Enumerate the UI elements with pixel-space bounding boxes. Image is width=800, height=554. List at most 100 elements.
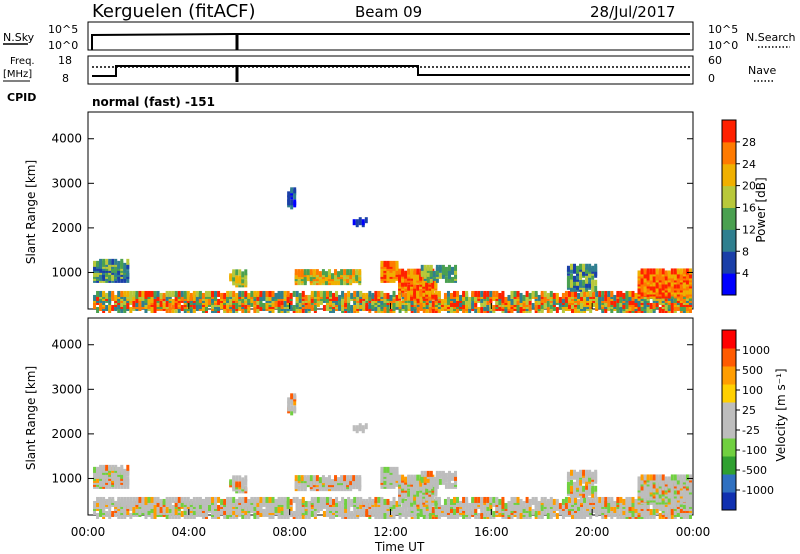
data-cell xyxy=(321,475,325,482)
data-cell xyxy=(192,294,196,301)
data-cell xyxy=(685,272,689,279)
data-cell xyxy=(477,290,481,297)
data-cell xyxy=(673,282,677,289)
data-cell xyxy=(238,304,242,311)
data-cell xyxy=(277,300,281,307)
data-cell xyxy=(132,300,136,307)
data-cell xyxy=(446,502,450,509)
data-cell xyxy=(331,273,335,280)
data-cell xyxy=(546,306,550,313)
data-cell xyxy=(168,496,172,503)
data-cell xyxy=(598,508,602,515)
data-cell xyxy=(93,500,97,507)
data-cell xyxy=(462,306,466,313)
data-cell xyxy=(416,478,420,485)
data-cell xyxy=(435,470,439,477)
data-cell xyxy=(99,464,103,471)
data-cell xyxy=(108,480,112,487)
data-cell xyxy=(646,492,650,499)
data-cell xyxy=(522,300,526,307)
data-cell xyxy=(451,472,454,479)
data-cell xyxy=(392,302,396,309)
data-cell xyxy=(337,477,341,484)
data-cell xyxy=(423,268,427,275)
data-cell xyxy=(353,304,357,311)
data-cell xyxy=(315,475,319,482)
data-cell xyxy=(189,498,193,505)
data-cell xyxy=(552,304,556,311)
data-cell xyxy=(303,277,307,284)
data-cell xyxy=(198,508,202,515)
data-cell xyxy=(174,500,178,507)
data-cell xyxy=(416,474,420,481)
data-cell xyxy=(492,510,496,517)
data-cell xyxy=(150,512,154,519)
data-cell xyxy=(419,288,423,295)
data-cell xyxy=(673,268,677,275)
data-cell xyxy=(522,506,526,513)
data-cell xyxy=(604,500,608,507)
y-tick-label: 2000 xyxy=(51,221,82,235)
data-cell xyxy=(153,302,157,309)
data-cell xyxy=(552,498,556,505)
data-cell xyxy=(371,298,375,305)
data-cell xyxy=(316,290,320,297)
data-cell xyxy=(371,498,375,505)
data-cell xyxy=(192,290,196,297)
data-cell xyxy=(582,285,586,292)
data-cell xyxy=(682,304,686,311)
data-cell xyxy=(343,279,347,286)
data-cell xyxy=(352,425,356,432)
data-cell xyxy=(389,504,393,511)
data-cell xyxy=(583,506,587,513)
data-cell xyxy=(570,512,574,519)
data-cell xyxy=(383,466,387,473)
data-cell xyxy=(232,302,236,309)
data-cell xyxy=(588,469,592,476)
data-cell xyxy=(434,500,438,507)
data-cell xyxy=(566,265,570,272)
data-cell xyxy=(306,269,310,276)
data-cell xyxy=(300,269,304,276)
data-cell xyxy=(451,482,454,489)
data-cell xyxy=(637,506,641,513)
data-cell xyxy=(338,298,342,305)
data-cell xyxy=(474,290,478,297)
data-cell xyxy=(577,292,581,299)
data-cell xyxy=(355,425,359,432)
data-cell xyxy=(298,296,302,303)
data-cell xyxy=(123,500,127,507)
data-cell xyxy=(643,474,647,481)
data-cell xyxy=(120,464,124,471)
data-cell xyxy=(459,506,463,513)
data-cell xyxy=(198,290,202,297)
data-cell xyxy=(298,306,302,313)
data-cell xyxy=(474,300,478,307)
data-cell xyxy=(344,506,348,513)
data-cell xyxy=(204,304,208,311)
data-cell xyxy=(569,473,573,480)
data-cell xyxy=(589,300,593,307)
data-cell xyxy=(359,290,363,297)
data-cell xyxy=(144,296,148,303)
data-cell xyxy=(649,272,653,279)
data-cell xyxy=(585,267,589,274)
data-cell xyxy=(688,268,692,275)
data-cell xyxy=(480,512,484,519)
colorbar-tick-label: 12 xyxy=(742,223,756,236)
data-cell xyxy=(344,498,348,505)
data-cell xyxy=(595,496,599,503)
data-cell xyxy=(640,510,644,517)
velocity-ylabel: Slant Range [km] xyxy=(24,366,38,470)
data-cell xyxy=(398,272,402,279)
data-cell xyxy=(341,298,345,305)
data-cell xyxy=(108,290,112,297)
data-cell xyxy=(428,506,432,513)
data-cell xyxy=(468,302,472,309)
data-cell xyxy=(585,277,589,284)
data-cell xyxy=(640,474,644,481)
data-cell xyxy=(318,477,322,484)
nave-label: Nave xyxy=(748,64,776,77)
data-cell xyxy=(673,502,677,509)
data-cell xyxy=(268,496,272,503)
